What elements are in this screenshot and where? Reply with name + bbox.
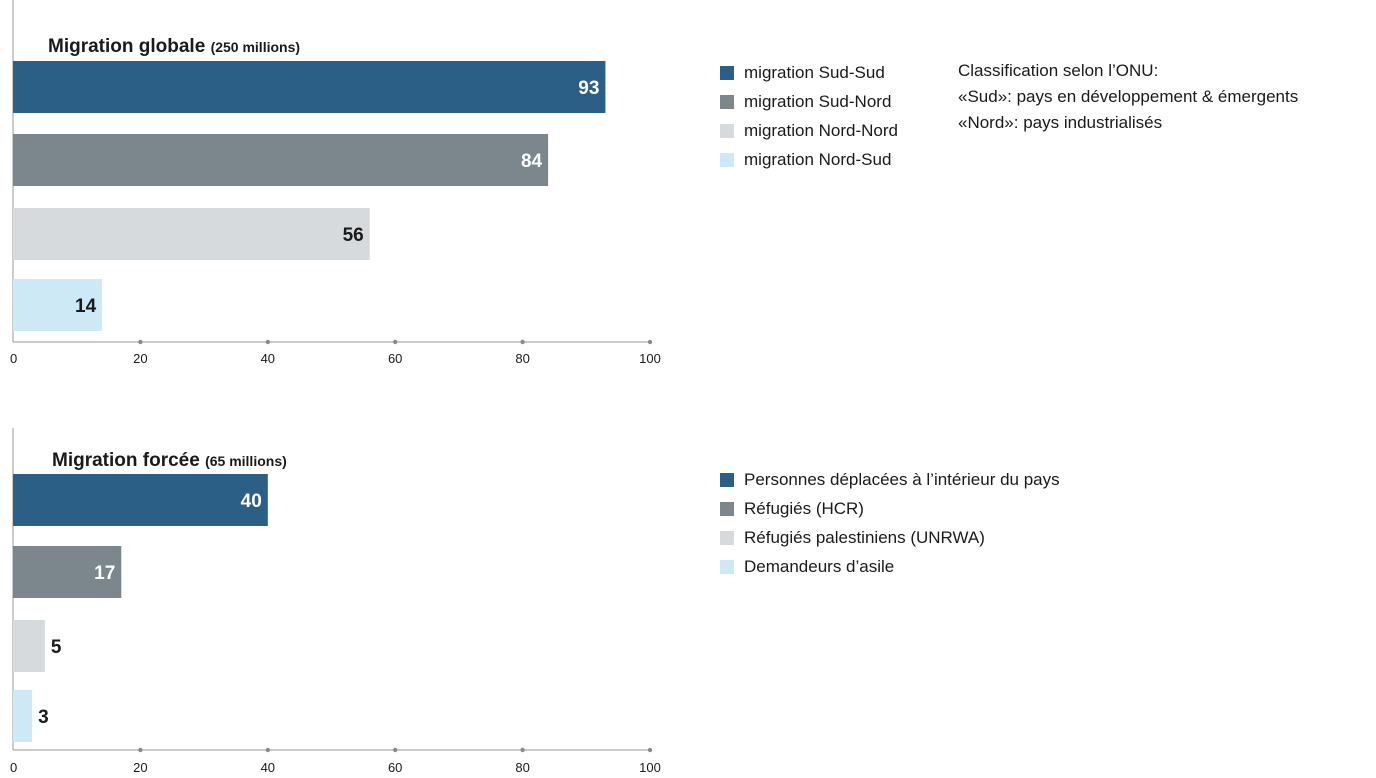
tick-mark <box>647 339 653 345</box>
tick-label: 80 <box>515 760 529 775</box>
note-line: «Nord»: pays industrialisés <box>958 113 1163 132</box>
data-label: 40 <box>241 491 262 512</box>
bar-1 <box>13 61 606 113</box>
legend-label: Réfugiés (HCR) <box>744 498 864 518</box>
legend-item: Personnes déplacées à l’intérieur du pay… <box>720 465 1060 494</box>
data-label: 3 <box>38 707 49 728</box>
tick-mark <box>647 747 653 753</box>
note-line: «Sud»: pays en développement & émergents <box>958 87 1299 106</box>
legend-swatch <box>720 501 734 516</box>
classification-note: Classification selon l’ONU: «Sud»: pays … <box>958 58 1298 136</box>
chart-1: Migration globale (250 millions) 93 84 56 14… <box>10 0 661 366</box>
tick-mark <box>138 339 143 345</box>
legend-label: migration Nord-Sud <box>744 149 892 169</box>
bar-4 <box>13 690 33 742</box>
legend-label: Réfugiés palestiniens (UNRWA) <box>744 527 985 547</box>
legend-migration-forcee: Personnes déplacées à l’intérieur du pay… <box>720 465 1060 581</box>
legend-item: Demandeurs d’asile <box>720 552 1060 581</box>
legend-label: migration Nord-Nord <box>744 120 898 140</box>
bar-3 <box>13 620 45 672</box>
tick-mark <box>265 339 270 345</box>
chart-title-subtitle: (65 millions) <box>205 453 287 469</box>
legend-migration-globale: migration Sud-Sud migration Sud-Nord migra… <box>720 58 898 174</box>
legend-label: migration Sud-Sud <box>744 62 885 82</box>
legend-item: Réfugiés (HCR) <box>720 494 1060 523</box>
tick-mark <box>520 339 525 345</box>
chart-title-subtitle: (250 millions) <box>211 39 300 55</box>
tick-label: 20 <box>133 351 147 366</box>
legend-swatch <box>720 65 734 80</box>
data-label: 5 <box>51 637 62 658</box>
tick-mark <box>138 747 143 753</box>
legend-item: migration Sud-Nord <box>720 87 898 116</box>
data-label: 17 <box>94 563 115 584</box>
legend-item: Réfugiés palestiniens (UNRWA) <box>720 523 1060 552</box>
tick-mark <box>265 747 270 753</box>
legend-label: Personnes déplacées à l’intérieur du pay… <box>744 469 1060 489</box>
chart-title: Migration globale (250 millions) <box>48 36 300 57</box>
bar-2 <box>13 546 122 598</box>
data-label: 93 <box>578 78 599 99</box>
legend-item: migration Sud-Sud <box>720 58 898 87</box>
tick-label: 20 <box>133 760 147 775</box>
chart-title-main: Migration forcée <box>52 450 205 471</box>
legend-swatch <box>720 123 734 138</box>
legend-label: migration Sud-Nord <box>744 91 892 111</box>
tick-label: 40 <box>261 351 275 366</box>
tick-mark <box>393 747 398 753</box>
bar-3 <box>13 208 370 260</box>
tick-label: 100 <box>639 760 661 775</box>
tick-label: 0 <box>10 351 17 366</box>
legend-swatch <box>720 94 734 109</box>
chart-2: Migration forcée (65 millions) 40 17 5 3 0 20 4… <box>10 428 661 775</box>
legend-item: migration Nord-Nord <box>720 116 898 145</box>
bar-4 <box>13 279 103 331</box>
data-label: 14 <box>75 296 97 317</box>
legend-item: migration Nord-Sud <box>720 145 898 174</box>
tick-label: 60 <box>388 760 402 775</box>
chart-title-main: Migration globale <box>48 36 211 57</box>
tick-label: 80 <box>515 351 529 366</box>
legend-swatch <box>720 530 734 545</box>
bar-2 <box>13 134 549 186</box>
legend-swatch <box>720 559 734 574</box>
data-label: 56 <box>343 225 364 246</box>
legend-swatch <box>720 152 734 167</box>
tick-label: 40 <box>261 760 275 775</box>
chart-title: Migration forcée (65 millions) <box>52 450 287 471</box>
bar-1 <box>13 474 268 526</box>
legend-swatch <box>720 472 734 487</box>
tick-label: 60 <box>388 351 402 366</box>
data-label: 84 <box>521 151 543 172</box>
tick-label: 0 <box>10 760 17 775</box>
tick-mark <box>520 747 525 753</box>
tick-label: 100 <box>639 351 661 366</box>
note-line: Classification selon l’ONU: <box>958 61 1159 80</box>
tick-mark <box>393 339 398 345</box>
legend-label: Demandeurs d’asile <box>744 556 895 576</box>
